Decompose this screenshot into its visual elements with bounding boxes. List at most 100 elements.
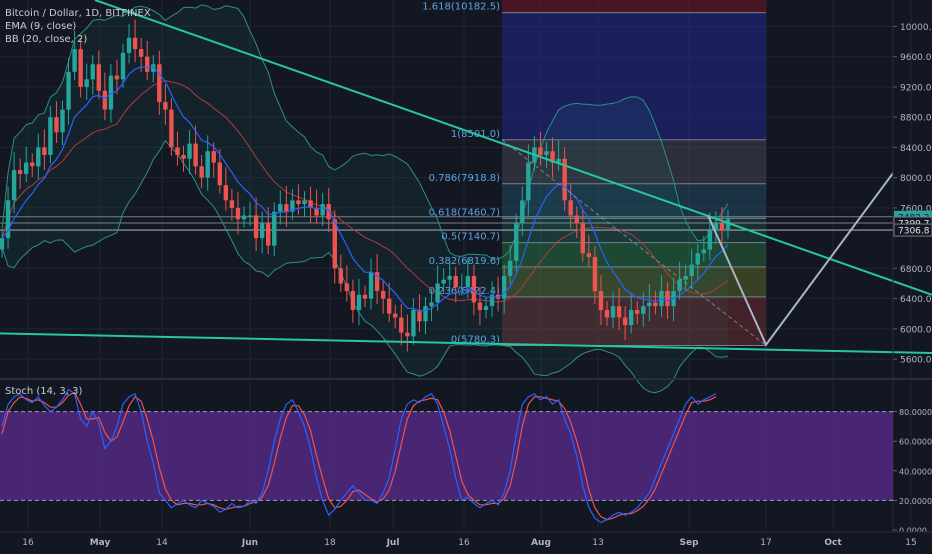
- price-axis-label: 6400.0: [900, 295, 932, 305]
- candle-body: [17, 170, 23, 174]
- candle-body: [253, 215, 259, 239]
- candle-body: [72, 49, 77, 72]
- price-axis-label: 8800.0: [900, 114, 932, 124]
- stoch-band: [0, 411, 893, 501]
- price-axis-label: 7600.0: [900, 204, 932, 214]
- trendlines: [0, 0, 932, 355]
- candle-body: [36, 147, 41, 167]
- candle-body: [145, 56, 150, 72]
- candle-body: [447, 275, 452, 280]
- candle-body: [586, 253, 592, 258]
- candle-body: [701, 249, 706, 254]
- fib-zone: [502, 12, 766, 140]
- candle-body: [695, 253, 700, 265]
- candle-body: [514, 223, 519, 261]
- candle-body: [429, 302, 434, 307]
- price-axis-label: 9600.0: [900, 53, 932, 63]
- candle-body: [629, 309, 634, 326]
- candle-body: [30, 162, 35, 167]
- candle-body: [217, 162, 222, 186]
- candle-body: [175, 147, 180, 155]
- candle-body: [96, 64, 101, 91]
- stoch-axis-label: 60.0000: [899, 438, 932, 447]
- candle-body: [199, 166, 204, 178]
- candle-body: [84, 79, 89, 87]
- candle-body: [665, 291, 670, 307]
- candle-body: [411, 309, 416, 337]
- price-marker-box: [893, 223, 932, 237]
- stoch-axis-label: 0.0000: [899, 527, 927, 536]
- candle-body: [90, 64, 95, 80]
- stoch-axis-label: 40.0000: [899, 467, 932, 476]
- candle-body: [489, 294, 495, 307]
- price-axis-label: 9200.0: [900, 83, 932, 93]
- candle-body: [223, 185, 229, 201]
- time-axis-label: 13: [592, 538, 603, 548]
- legend-symbol: Bitcoin / Dollar, 1D, BITFINEX: [5, 8, 151, 19]
- candle-body: [616, 306, 622, 318]
- candle-body: [181, 154, 186, 159]
- candle-body: [393, 313, 398, 318]
- time-axis-label: Sep: [679, 538, 699, 548]
- candle-body: [592, 257, 598, 292]
- candle-body: [526, 162, 531, 201]
- candle-body: [610, 306, 616, 318]
- fib-level-label: 0.618(7460.7): [429, 207, 501, 218]
- price-marker-label: 7306.8: [898, 227, 930, 237]
- candle-body: [374, 272, 380, 292]
- candle-body: [362, 294, 368, 299]
- bollinger-basis: [1, 79, 729, 303]
- time-axis-label: May: [90, 538, 111, 548]
- candle-body: [538, 147, 543, 155]
- legend-ema: EMA (9, close): [5, 21, 77, 32]
- candle-body: [11, 170, 17, 201]
- candle-body: [290, 200, 295, 212]
- candle-body: [508, 260, 513, 276]
- candle-body: [598, 291, 604, 310]
- time-axis-label: 16: [22, 538, 34, 548]
- candle-body: [205, 151, 210, 178]
- candle-body: [477, 302, 483, 310]
- stoch-k-line: [1, 388, 717, 524]
- candle-body: [417, 309, 422, 322]
- candle-body: [247, 215, 253, 217]
- time-axis-label: 17: [760, 538, 771, 548]
- candle-body: [326, 204, 331, 220]
- candle-body: [435, 283, 440, 303]
- price-axis-label: 6000.0: [900, 325, 932, 335]
- candle-body: [187, 143, 192, 159]
- price-axis-label: 8400.0: [900, 144, 932, 154]
- candle-body: [459, 287, 464, 289]
- candle-body: [399, 317, 404, 333]
- fib-level-label: 0.5(7140.7): [441, 232, 500, 243]
- candle-body: [725, 219, 731, 231]
- candle-body: [114, 75, 120, 80]
- candle-body: [54, 117, 59, 133]
- candle-body: [151, 64, 156, 72]
- candle-body: [550, 151, 555, 163]
- main-legend: Bitcoin / Dollar, 1D, BITFINEX EMA (9, c…: [5, 7, 151, 46]
- price-axis-label: 6800.0: [900, 265, 932, 275]
- candle-body: [259, 223, 265, 239]
- bollinger-lower: [1, 139, 729, 394]
- candle-body: [108, 75, 114, 110]
- candle-body: [647, 302, 652, 307]
- candle-body: [48, 117, 53, 155]
- price-axis-label: 10000.0: [900, 23, 932, 33]
- candle-body: [278, 204, 283, 212]
- candle-body: [302, 200, 307, 205]
- candle-body: [501, 275, 507, 299]
- candle-body: [405, 332, 410, 337]
- candle-body: [713, 223, 719, 231]
- candle-body: [284, 204, 289, 212]
- candle-body: [266, 223, 271, 246]
- candle-body: [719, 223, 725, 231]
- candle-body: [193, 143, 198, 167]
- stoch-axis-label: 20.0000: [899, 497, 932, 506]
- candle-body: [441, 279, 446, 284]
- candle-body: [520, 200, 525, 224]
- price-axis: 10000.0 9600.0 9200.0 8800.0 8400.0 8000.0 760…: [893, 23, 932, 366]
- time-axis-label: 15: [905, 538, 916, 548]
- stoch-axis-label: 80.0000: [899, 408, 932, 417]
